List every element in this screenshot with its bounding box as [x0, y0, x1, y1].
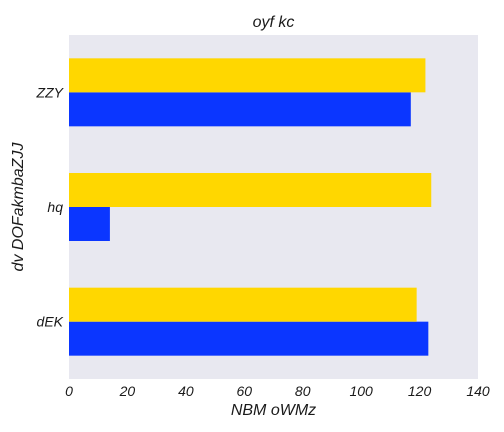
x-tick-label: 40 — [178, 383, 194, 399]
x-tick-label: 20 — [119, 383, 136, 399]
chart-title: oyf kc — [253, 14, 295, 31]
y-tick-label: dEK — [37, 314, 64, 330]
bar-ZZY-series-2 — [69, 58, 426, 93]
bar-hq-series-1 — [69, 207, 110, 241]
x-tick-label: 0 — [65, 383, 73, 399]
y-tick-labels: dEK hq ZZY — [36, 84, 65, 329]
bar-dEK-series-2 — [69, 287, 417, 322]
y-tick-label: hq — [47, 199, 63, 215]
bars-layer — [69, 58, 432, 356]
x-tick-label: 60 — [236, 383, 252, 399]
bar-ZZY-series-1 — [69, 92, 411, 127]
bar-hq-series-2 — [69, 173, 432, 207]
x-tick-label: 100 — [349, 383, 373, 399]
y-tick-label: ZZY — [36, 84, 65, 100]
x-tick-label: 120 — [408, 383, 432, 399]
x-axis-title: NBM oWMz — [231, 402, 316, 419]
x-tick-labels: 0 20 40 60 80 100 120 140 — [65, 383, 490, 399]
x-tick-label: 80 — [295, 383, 311, 399]
bar-dEK-series-1 — [69, 321, 429, 356]
x-tick-label: 140 — [466, 383, 490, 399]
y-axis-title: dv DOFakmbaZJJ — [10, 142, 27, 272]
